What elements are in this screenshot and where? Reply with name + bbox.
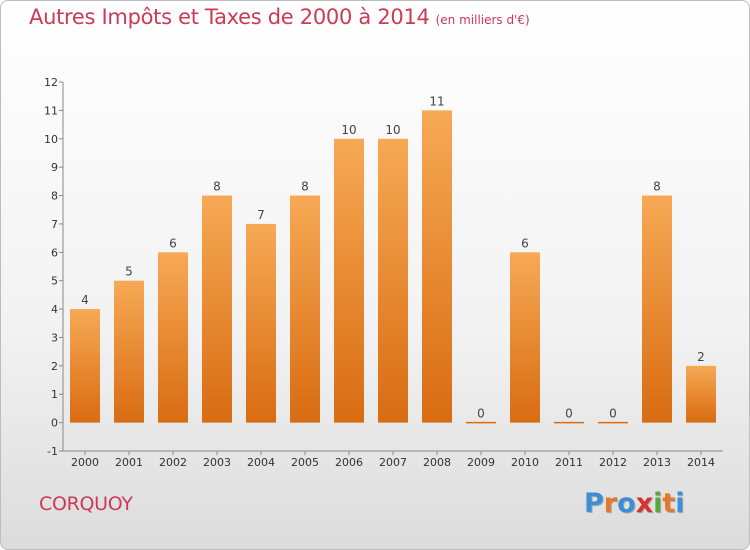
y-tick-label: 11 xyxy=(44,104,58,117)
data-label: 10 xyxy=(341,123,356,137)
data-label: 0 xyxy=(477,407,485,421)
y-tick-label: 12 xyxy=(44,76,58,89)
data-label: 4 xyxy=(81,293,89,307)
data-label: 7 xyxy=(257,208,265,222)
x-tick-label: 2002 xyxy=(159,456,187,469)
y-tick-label: 7 xyxy=(51,218,58,231)
logo-letter: o xyxy=(617,488,636,519)
y-tick-label: 6 xyxy=(51,246,58,259)
chart-title-text: Autres Impôts et Taxes de 2000 à 2014 xyxy=(29,5,430,29)
data-label: 5 xyxy=(125,265,133,279)
y-tick-label: 10 xyxy=(44,133,58,146)
bar xyxy=(114,280,144,423)
x-tick-label: 2012 xyxy=(599,456,627,469)
data-label: 8 xyxy=(653,180,661,194)
y-tick-label: -1 xyxy=(47,445,58,458)
data-label: 8 xyxy=(213,180,221,194)
y-tick-label: 1 xyxy=(51,388,58,401)
x-tick-label: 2009 xyxy=(467,456,495,469)
data-label: 10 xyxy=(385,123,400,137)
y-tick-label: 2 xyxy=(51,360,58,373)
logo-letter: x xyxy=(635,488,654,519)
x-tick-label: 2000 xyxy=(71,456,99,469)
commune-name: CORQUOY xyxy=(39,493,133,515)
logo-letter: P xyxy=(584,488,604,519)
y-tick-label: 3 xyxy=(51,331,58,344)
data-label: 6 xyxy=(169,236,177,250)
x-tick-label: 2003 xyxy=(203,456,231,469)
chart-unit: (en milliers d'€) xyxy=(435,13,530,27)
data-label: 8 xyxy=(301,180,309,194)
logo-letter: i xyxy=(653,488,663,519)
y-tick-label: 8 xyxy=(51,190,58,203)
logo-letter: t xyxy=(662,488,676,519)
bar xyxy=(334,138,364,423)
bar xyxy=(686,365,716,423)
y-tick-label: 0 xyxy=(51,417,58,430)
bar xyxy=(202,195,232,423)
y-tick-label: 4 xyxy=(51,303,58,316)
bar xyxy=(378,138,408,423)
bar xyxy=(158,252,188,423)
data-label: 11 xyxy=(429,94,444,108)
x-tick-label: 2005 xyxy=(291,456,319,469)
x-tick-label: 2001 xyxy=(115,456,143,469)
chart-title: Autres Impôts et Taxes de 2000 à 2014 (en… xyxy=(29,5,530,29)
logo-letter: i xyxy=(675,488,685,519)
data-label: 0 xyxy=(609,407,617,421)
y-tick-label: 9 xyxy=(51,161,58,174)
x-tick-label: 2011 xyxy=(555,456,583,469)
bar xyxy=(290,195,320,423)
bar xyxy=(246,223,276,423)
bar xyxy=(510,252,540,423)
y-tick-label: 5 xyxy=(51,275,58,288)
data-label: 0 xyxy=(565,407,573,421)
x-tick-label: 2007 xyxy=(379,456,407,469)
x-tick-label: 2014 xyxy=(687,456,715,469)
proxiti-logo: Proxiti xyxy=(584,488,685,519)
bar xyxy=(422,110,452,423)
x-tick-label: 2013 xyxy=(643,456,671,469)
x-tick-label: 2004 xyxy=(247,456,275,469)
x-tick-label: 2008 xyxy=(423,456,451,469)
x-tick-label: 2010 xyxy=(511,456,539,469)
bar xyxy=(642,195,672,423)
x-tick-label: 2006 xyxy=(335,456,363,469)
bar xyxy=(70,309,100,423)
data-label: 2 xyxy=(697,350,705,364)
logo-letter: r xyxy=(603,488,618,519)
data-label: 6 xyxy=(521,236,529,250)
